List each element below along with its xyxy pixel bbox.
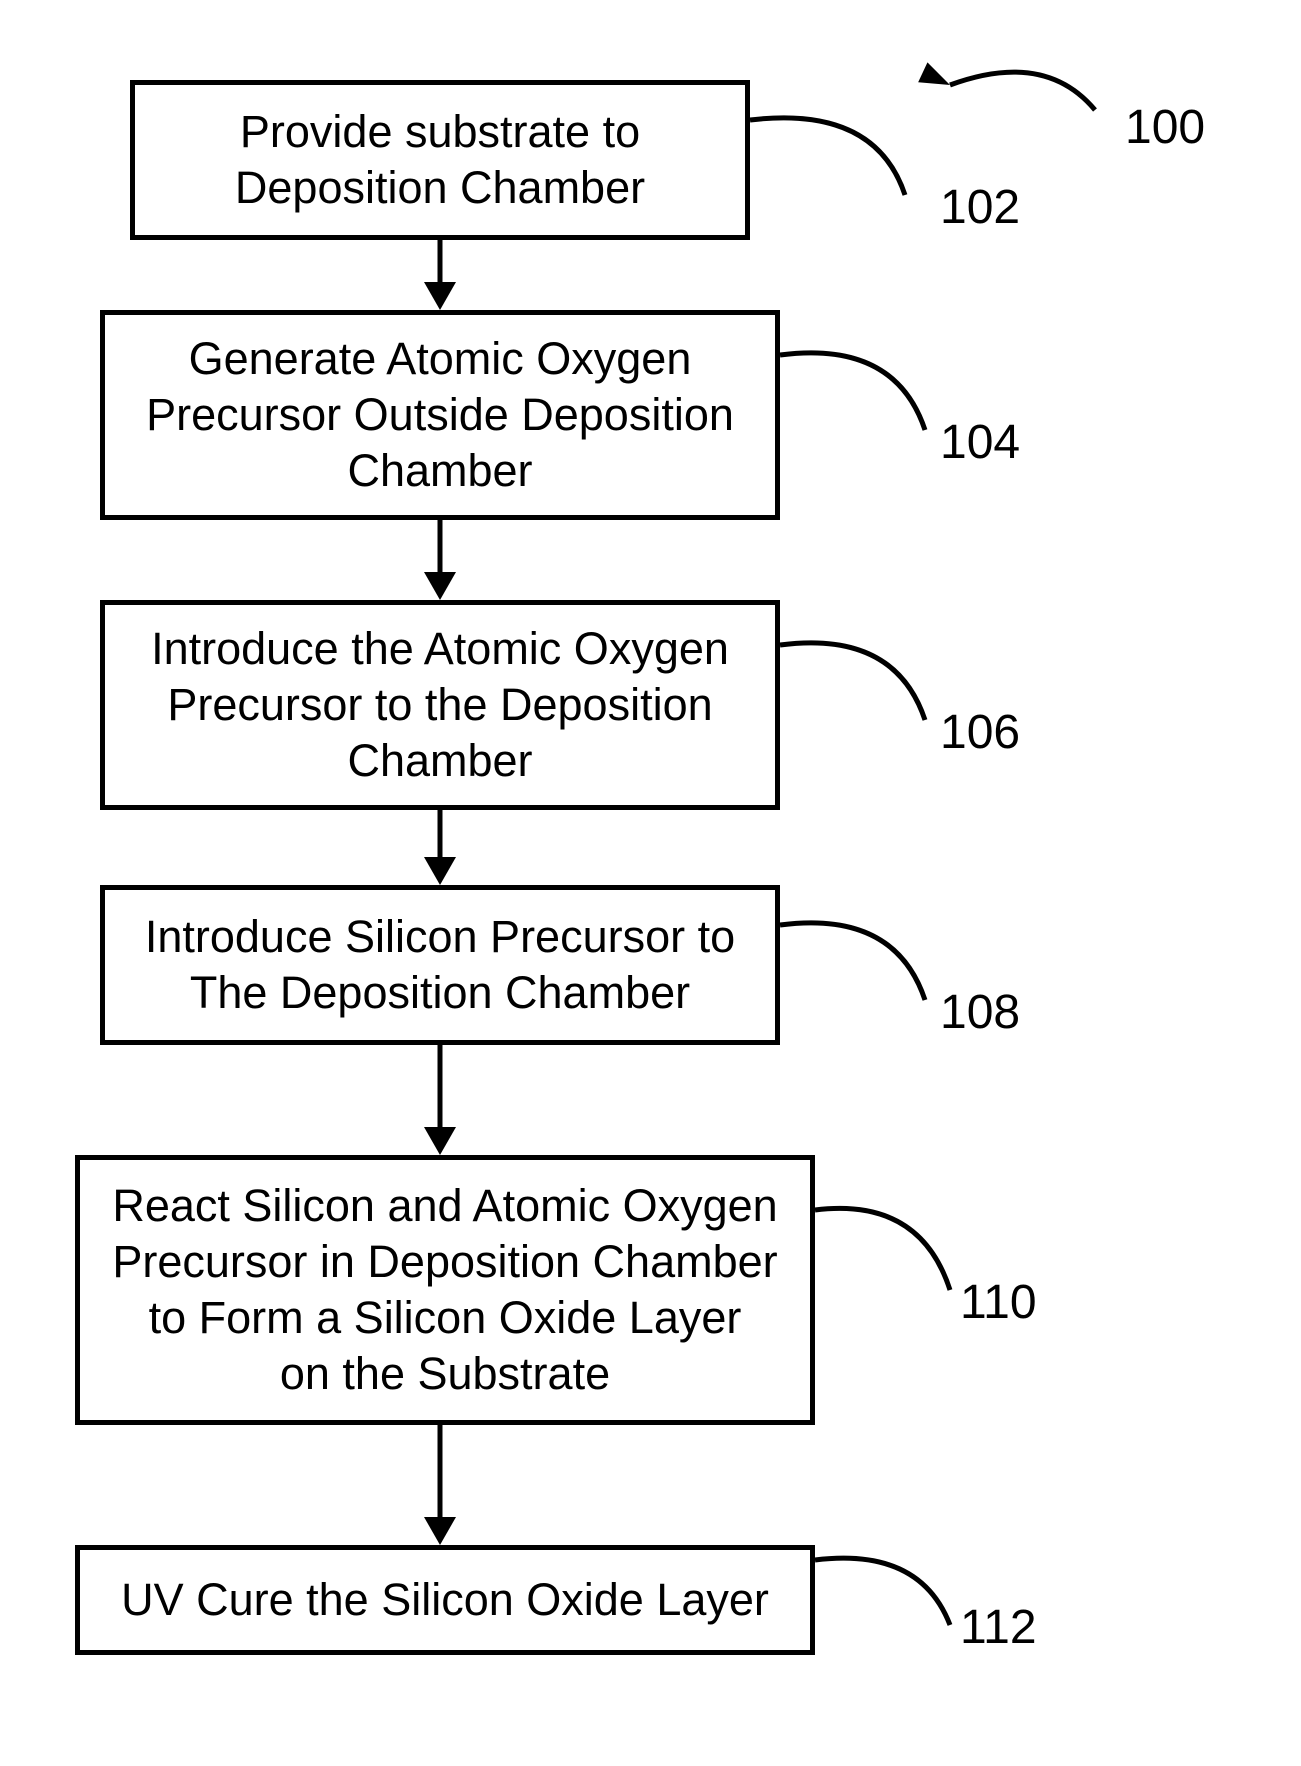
hook-106 [775,640,945,735]
step-text-108: Introduce Silicon Precursor toThe Deposi… [145,909,735,1022]
step-box-110: React Silicon and Atomic OxygenPrecursor… [75,1155,815,1425]
hook-108 [775,920,945,1015]
step-label-110: 110 [960,1275,1037,1330]
step-box-106: Introduce the Atomic OxygenPrecursor to … [100,600,780,810]
step-text-106: Introduce the Atomic OxygenPrecursor to … [151,621,729,790]
overall-label-100: 100 [1125,100,1205,155]
step-label-106: 106 [940,705,1020,760]
step-label-104: 104 [940,415,1020,470]
flowchart-canvas: 100 Provide substrate toDeposition Chamb… [0,0,1301,1766]
step-label-102: 102 [940,180,1020,235]
hook-102 [745,115,940,210]
hook-112 [810,1555,965,1640]
step-box-108: Introduce Silicon Precursor toThe Deposi… [100,885,780,1045]
step-label-108: 108 [940,985,1020,1040]
hook-110 [810,1205,965,1305]
step-text-104: Generate Atomic OxygenPrecursor Outside … [146,331,734,500]
hook-104 [775,350,945,445]
step-text-112: UV Cure the Silicon Oxide Layer [121,1572,769,1628]
step-text-110: React Silicon and Atomic OxygenPrecursor… [112,1178,777,1403]
step-label-112: 112 [960,1600,1037,1655]
step-box-102: Provide substrate toDeposition Chamber [130,80,750,240]
step-box-112: UV Cure the Silicon Oxide Layer [75,1545,815,1655]
step-text-102: Provide substrate toDeposition Chamber [235,104,645,217]
step-box-104: Generate Atomic OxygenPrecursor Outside … [100,310,780,520]
